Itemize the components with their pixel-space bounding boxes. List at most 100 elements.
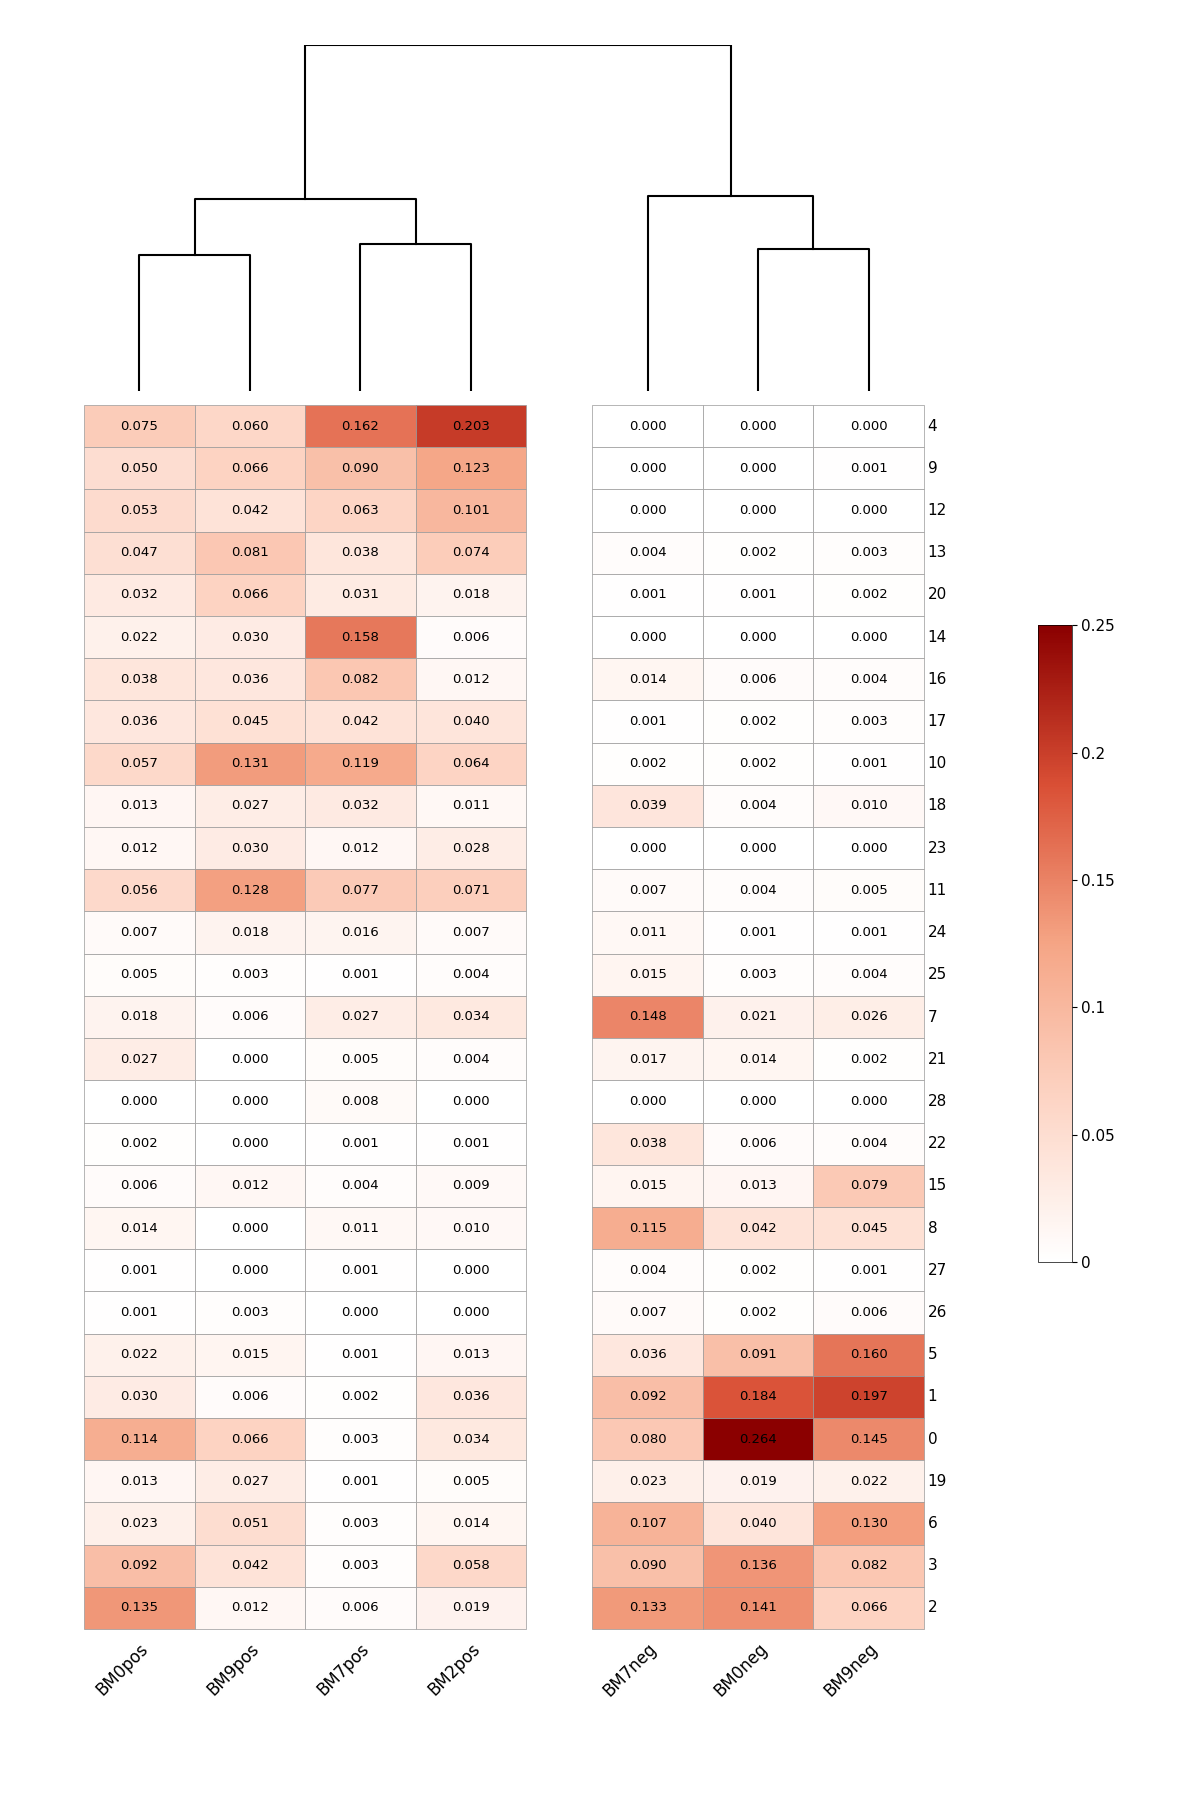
Text: 0.001: 0.001 <box>120 1264 158 1276</box>
Text: 0.063: 0.063 <box>342 504 379 517</box>
Bar <box>593 405 703 446</box>
Text: 0.019: 0.019 <box>739 1474 778 1489</box>
Bar <box>703 1375 814 1418</box>
Text: 0.021: 0.021 <box>739 1010 778 1024</box>
Bar <box>593 1208 703 1249</box>
Text: 0.000: 0.000 <box>739 463 778 475</box>
Bar <box>305 1544 415 1588</box>
Bar <box>305 869 415 911</box>
Bar <box>194 1544 305 1588</box>
Text: 0.128: 0.128 <box>230 884 269 896</box>
Bar <box>703 1208 814 1249</box>
Bar <box>593 1249 703 1291</box>
Bar <box>84 659 194 700</box>
Text: 0.047: 0.047 <box>120 545 158 560</box>
Text: 0.013: 0.013 <box>120 799 158 812</box>
Text: 0.012: 0.012 <box>230 1602 269 1615</box>
Bar <box>194 1039 305 1080</box>
Bar <box>305 785 415 826</box>
Bar <box>814 1588 924 1629</box>
Text: 0.002: 0.002 <box>739 758 778 770</box>
Bar <box>593 1165 703 1208</box>
Text: 0.031: 0.031 <box>341 589 379 601</box>
Text: 0.011: 0.011 <box>452 799 490 812</box>
Text: 0.018: 0.018 <box>230 925 269 940</box>
Bar <box>703 700 814 743</box>
Text: 0.008: 0.008 <box>342 1094 379 1109</box>
Text: 0.000: 0.000 <box>850 419 888 432</box>
Text: 0.264: 0.264 <box>739 1433 778 1445</box>
Text: 0.036: 0.036 <box>230 673 269 686</box>
Text: 0.064: 0.064 <box>452 758 490 770</box>
Text: 0.042: 0.042 <box>739 1222 778 1235</box>
Bar <box>814 1039 924 1080</box>
Bar <box>305 995 415 1039</box>
Bar <box>194 1249 305 1291</box>
Text: 0.015: 0.015 <box>629 968 667 981</box>
Bar <box>305 1503 415 1544</box>
Text: 0.004: 0.004 <box>629 1264 666 1276</box>
Text: 0.197: 0.197 <box>850 1390 888 1404</box>
Text: 0.074: 0.074 <box>452 545 490 560</box>
Text: 0.136: 0.136 <box>739 1559 778 1571</box>
Text: 0.071: 0.071 <box>452 884 490 896</box>
Text: 0.006: 0.006 <box>120 1179 158 1192</box>
Bar <box>305 1080 415 1123</box>
Text: BM2pos: BM2pos <box>425 1640 484 1699</box>
Text: 0.003: 0.003 <box>850 715 888 727</box>
Text: 22: 22 <box>928 1136 947 1152</box>
Bar <box>703 1588 814 1629</box>
Bar <box>415 659 526 700</box>
Text: 0.145: 0.145 <box>850 1433 888 1445</box>
Bar <box>194 785 305 826</box>
Text: 0.082: 0.082 <box>850 1559 888 1571</box>
Text: 0.005: 0.005 <box>452 1474 490 1489</box>
Bar <box>194 1588 305 1629</box>
Text: 0.000: 0.000 <box>120 1094 158 1109</box>
Text: 0.022: 0.022 <box>120 630 158 644</box>
Text: 0.000: 0.000 <box>629 630 666 644</box>
Bar <box>84 1418 194 1460</box>
Bar <box>593 995 703 1039</box>
Bar <box>194 1291 305 1334</box>
Text: 0.007: 0.007 <box>629 884 666 896</box>
Bar <box>194 574 305 616</box>
Bar <box>814 1418 924 1460</box>
Text: 0.038: 0.038 <box>629 1138 666 1150</box>
Text: 0.036: 0.036 <box>452 1390 490 1404</box>
Bar <box>84 743 194 785</box>
Text: 0.001: 0.001 <box>850 925 888 940</box>
Bar <box>84 1544 194 1588</box>
Bar <box>415 1334 526 1375</box>
Bar <box>814 700 924 743</box>
Text: 0.019: 0.019 <box>452 1602 490 1615</box>
Bar <box>194 1418 305 1460</box>
Text: 0.000: 0.000 <box>452 1094 490 1109</box>
Text: 0.000: 0.000 <box>629 842 666 855</box>
Text: 0.092: 0.092 <box>629 1390 666 1404</box>
Bar <box>194 911 305 954</box>
Text: 0.011: 0.011 <box>341 1222 379 1235</box>
Text: 0.036: 0.036 <box>629 1348 666 1361</box>
Text: 0.002: 0.002 <box>739 1307 778 1319</box>
Bar <box>84 700 194 743</box>
Text: 0.001: 0.001 <box>850 463 888 475</box>
Bar <box>703 1418 814 1460</box>
Text: 0.018: 0.018 <box>120 1010 158 1024</box>
Text: 0.091: 0.091 <box>739 1348 778 1361</box>
Text: 0.082: 0.082 <box>342 673 379 686</box>
Text: 0.158: 0.158 <box>341 630 379 644</box>
Bar <box>84 1080 194 1123</box>
Text: 0.004: 0.004 <box>850 1138 888 1150</box>
Bar <box>415 743 526 785</box>
Text: BM7pos: BM7pos <box>314 1640 373 1699</box>
Text: 0.148: 0.148 <box>629 1010 666 1024</box>
Text: BM7neg: BM7neg <box>600 1640 660 1699</box>
Bar <box>593 574 703 616</box>
Text: 0.000: 0.000 <box>230 1222 269 1235</box>
Text: 0.000: 0.000 <box>230 1138 269 1150</box>
Bar <box>814 1460 924 1503</box>
Text: 0.038: 0.038 <box>120 673 158 686</box>
Bar <box>84 1123 194 1165</box>
Bar <box>415 1039 526 1080</box>
